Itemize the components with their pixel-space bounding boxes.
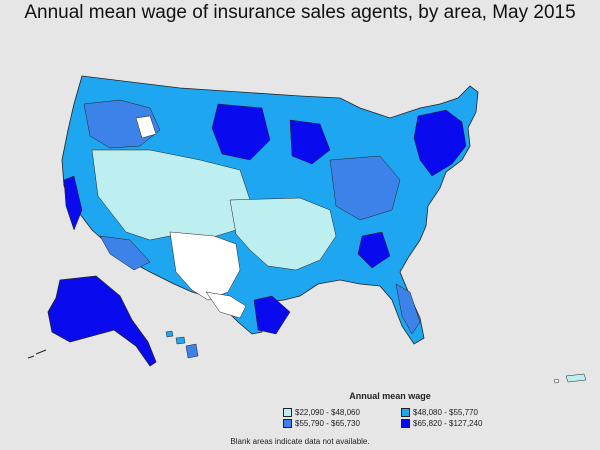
legend-item-3: $55,790 - $65,730 <box>283 418 360 428</box>
legend-swatch-3 <box>283 418 292 428</box>
legend-label-1: $22,090 - $48,060 <box>295 407 360 417</box>
alaska <box>47 275 157 367</box>
legend-item-1: $22,090 - $48,060 <box>283 407 360 417</box>
region-high-dakotas <box>211 103 271 161</box>
footnote: Blank areas indicate data not available. <box>230 437 370 446</box>
legend-label-3: $55,790 - $65,730 <box>295 418 360 428</box>
legend: $22,090 - $48,060 $48,080 - $55,770 $55,… <box>283 407 533 429</box>
region-mid-southwest <box>99 235 151 271</box>
region-mid-midwest <box>329 155 401 221</box>
hawaii-1 <box>165 330 174 338</box>
legend-swatch-1 <box>283 407 292 417</box>
legend-item-2: $48,080 - $55,770 <box>401 407 478 417</box>
region-no-data-southwest <box>169 231 241 301</box>
region-no-data-north <box>135 115 157 139</box>
legend-title: Annual mean wage <box>349 391 431 401</box>
legend-swatch-2 <box>401 407 410 417</box>
alaska-aleutians <box>27 349 47 359</box>
map-title: Annual mean wage of insurance sales agen… <box>24 2 576 23</box>
region-no-data-texas <box>205 291 247 319</box>
virgin-islands <box>553 378 560 384</box>
region-northwest <box>83 99 161 149</box>
region-mid-florida <box>395 283 421 335</box>
puerto-rico <box>565 373 587 383</box>
hawaii-2 <box>175 336 186 345</box>
legend-label-4: $65,820 - $127,240 <box>413 418 483 428</box>
region-high-southeast <box>357 231 391 269</box>
region-plains <box>229 197 337 271</box>
region-high-texas-gulf <box>253 295 291 335</box>
region-high-northeast <box>413 109 467 177</box>
legend-swatch-4 <box>401 418 410 428</box>
legend-label-2: $48,080 - $55,770 <box>413 407 478 417</box>
region-high-california <box>63 175 83 231</box>
region-high-great-lakes <box>289 119 331 165</box>
legend-item-4: $65,820 - $127,240 <box>401 418 482 428</box>
hawaii-3 <box>185 343 199 359</box>
